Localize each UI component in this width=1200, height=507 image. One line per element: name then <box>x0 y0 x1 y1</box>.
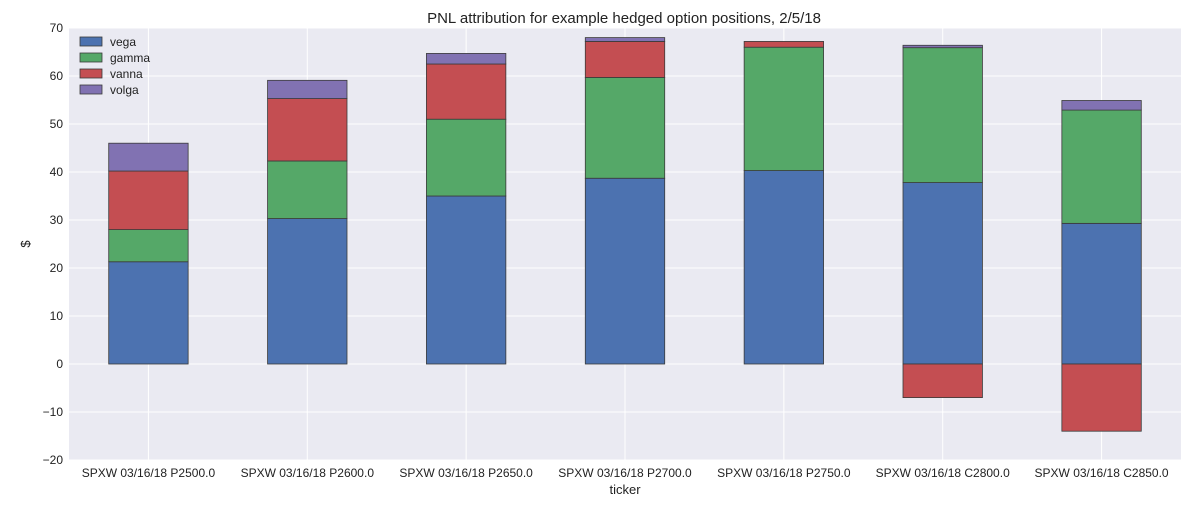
bar-gamma <box>108 229 189 263</box>
bar-vega <box>584 177 666 365</box>
y-tick-label: 60 <box>50 69 64 83</box>
bar-gamma <box>267 160 348 219</box>
bar-gamma <box>1061 109 1142 224</box>
legend-swatch-vega <box>79 36 103 47</box>
x-axis-label: ticker <box>609 482 641 497</box>
bar-gamma <box>902 47 983 183</box>
legend-label-volga: volga <box>110 83 139 97</box>
legend-swatch-vanna <box>79 68 103 79</box>
legend-label-vanna: vanna <box>110 67 143 81</box>
bar-volga <box>426 53 507 65</box>
legend-label-gamma: gamma <box>110 51 150 65</box>
x-tick-label: SPXW 03/16/18 P2700.0 <box>558 466 692 480</box>
x-axis-ticks: SPXW 03/16/18 P2500.0 SPXW 03/16/18 P2600… <box>82 466 1169 480</box>
x-tick-label: SPXW 03/16/18 P2600.0 <box>241 466 375 480</box>
bar-vanna <box>1061 363 1142 432</box>
y-axis-label: $ <box>18 240 33 248</box>
legend-swatch-volga <box>79 84 103 95</box>
bar-vega <box>902 182 983 365</box>
bars <box>108 37 1142 432</box>
bar-vega <box>267 218 348 365</box>
bar-vanna <box>584 41 666 78</box>
y-tick-label: 0 <box>56 357 63 371</box>
x-tick-label: SPXW 03/16/18 P2650.0 <box>399 466 533 480</box>
bar-gamma <box>426 118 507 197</box>
bar-vega <box>426 195 507 365</box>
x-tick-label: SPXW 03/16/18 P2500.0 <box>82 466 216 480</box>
y-tick-label: −20 <box>43 453 64 467</box>
bar-vanna <box>426 63 507 120</box>
y-tick-label: 40 <box>50 165 64 179</box>
bar-vanna <box>267 98 348 162</box>
legend-label-vega: vega <box>110 35 136 49</box>
y-tick-label: −10 <box>43 405 64 419</box>
bar-volga <box>1061 100 1142 111</box>
y-tick-label: 70 <box>50 21 64 35</box>
y-tick-label: 30 <box>50 213 64 227</box>
bar-vega <box>1061 222 1142 365</box>
bar-volga <box>267 79 348 99</box>
bar-vega <box>108 261 189 365</box>
bar-vega <box>743 170 824 365</box>
bar-volga <box>584 37 666 42</box>
y-axis-ticks: −20 −10 0 10 20 30 40 50 60 70 <box>43 21 64 467</box>
bar-gamma <box>743 46 824 171</box>
legend-swatch-gamma <box>79 52 103 63</box>
x-tick-label: SPXW 03/16/18 C2850.0 <box>1035 466 1169 480</box>
x-tick-label: SPXW 03/16/18 P2750.0 <box>717 466 851 480</box>
bar-gamma <box>584 77 666 179</box>
legend: vega gamma vanna volga <box>79 35 150 97</box>
bar-volga <box>108 142 189 172</box>
bar-volga <box>902 44 983 49</box>
y-tick-label: 10 <box>50 309 64 323</box>
bar-vanna <box>902 363 983 398</box>
x-tick-label: SPXW 03/16/18 C2800.0 <box>876 466 1010 480</box>
bar-vanna <box>743 41 824 48</box>
bar-vanna <box>108 170 189 230</box>
chart-title: PNL attribution for example hedged optio… <box>427 10 821 27</box>
y-tick-label: 20 <box>50 261 64 275</box>
y-tick-label: 50 <box>50 117 64 131</box>
